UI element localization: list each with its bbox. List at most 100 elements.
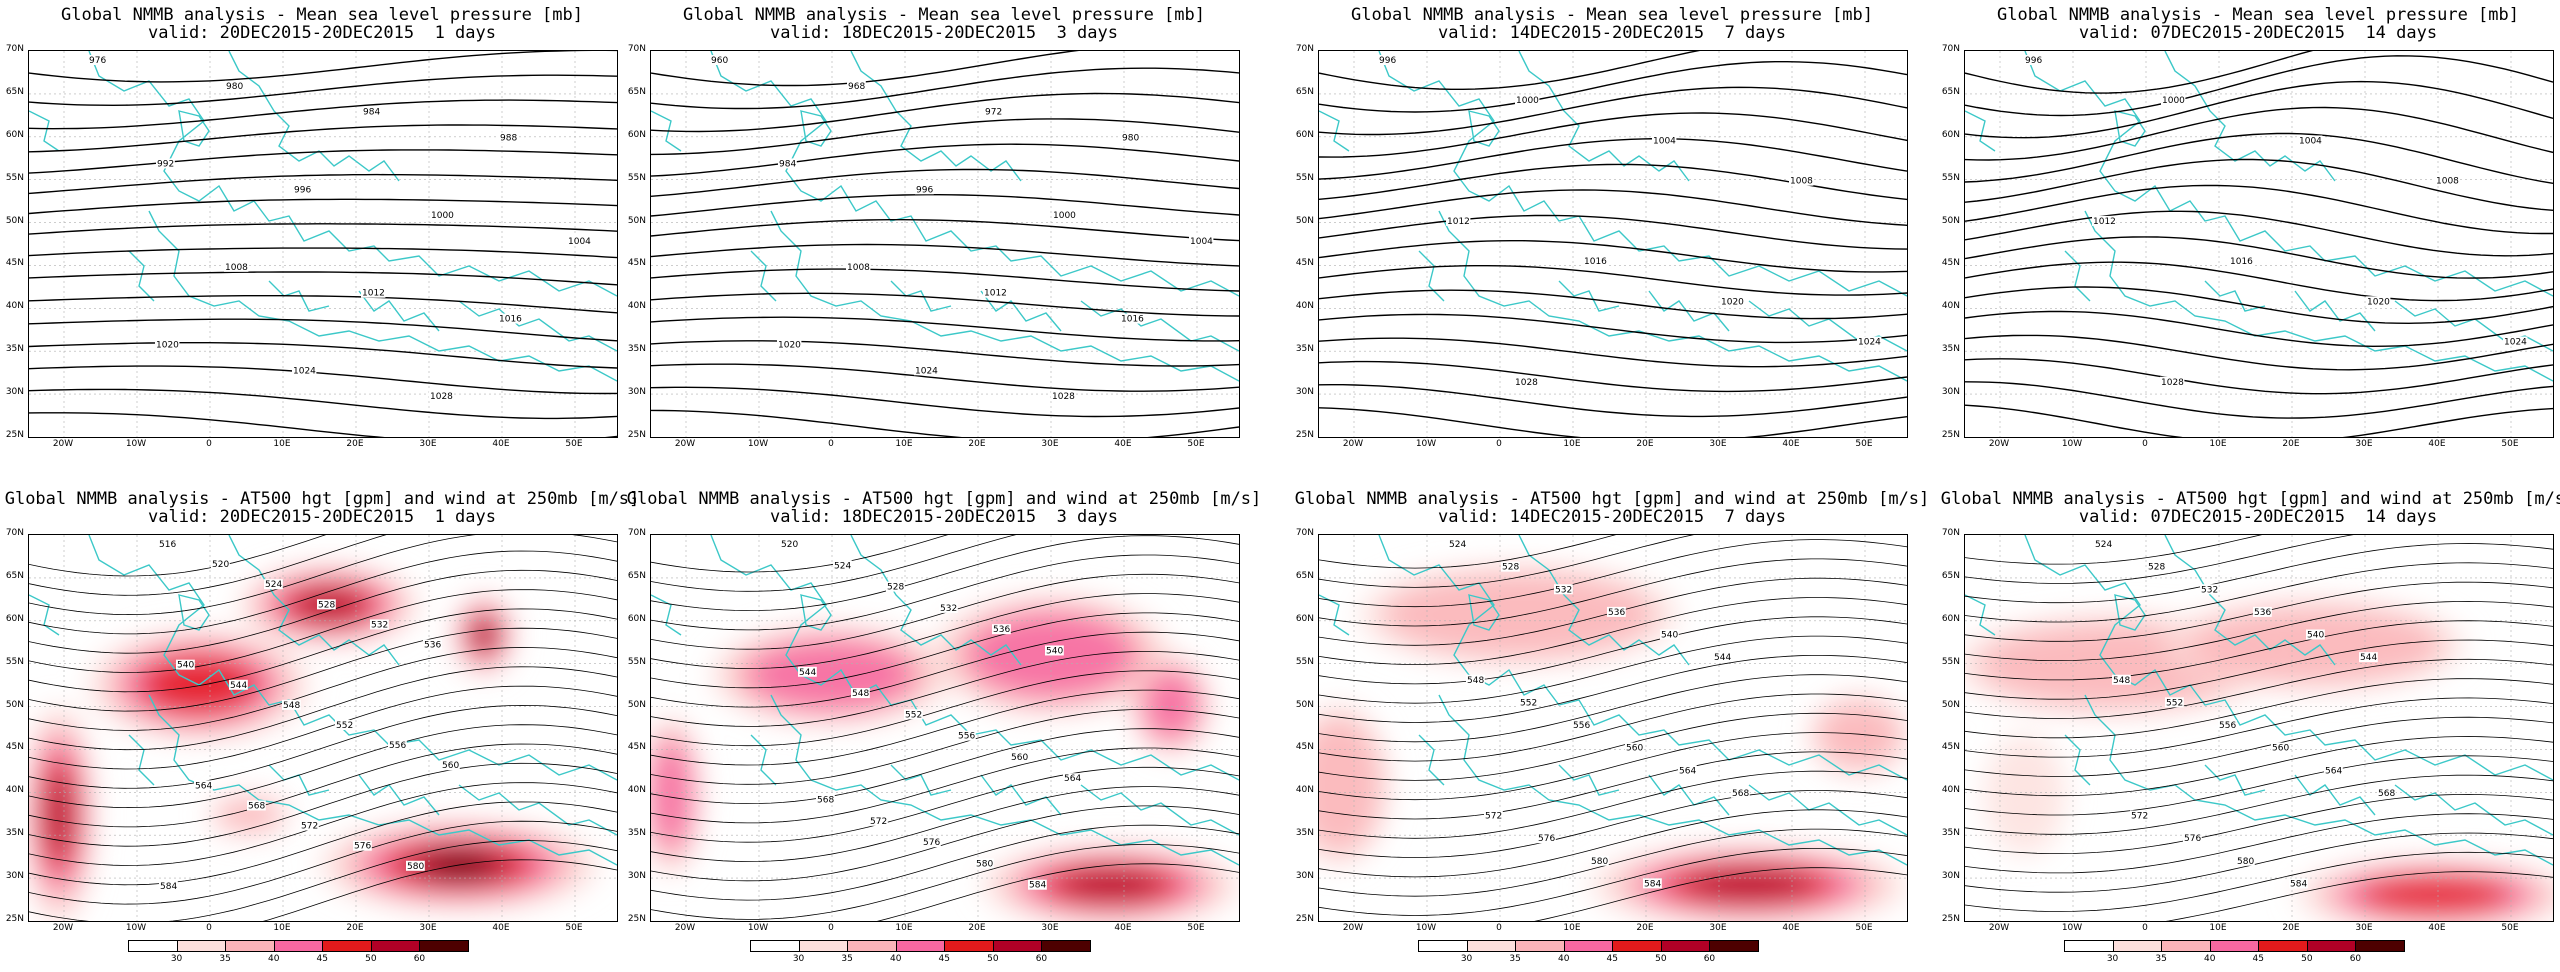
latitude-label: 30N	[1295, 871, 1314, 882]
contour-label-bg	[1466, 674, 1485, 685]
contour-label-bg	[225, 80, 244, 91]
contour-line	[1319, 597, 1907, 666]
contour-label: 560	[1011, 753, 1028, 763]
colorbar-swatch	[225, 940, 275, 952]
contour-label-bg	[1120, 313, 1145, 324]
contour-label-bg	[1607, 606, 1626, 617]
contour-line	[29, 762, 617, 847]
contour-label: 1008	[225, 263, 248, 273]
latitude-label: 40N	[1295, 301, 1314, 312]
contour-line	[29, 535, 617, 616]
longitude-label: 20E	[346, 923, 364, 933]
colorbar-tick-label: 50	[365, 954, 377, 964]
contour-line	[1965, 755, 2553, 816]
contour-line	[29, 173, 617, 195]
map-frame: 996 1000 1004 1008 1012 1016 1020 1024 1028	[1964, 50, 2554, 438]
contour-label: 544	[230, 681, 247, 691]
colorbar-tick-label: 50	[987, 954, 999, 964]
contour-label: 556	[1573, 721, 1590, 731]
contour-line	[1965, 543, 2553, 604]
latitude-label: 70N	[1941, 528, 1960, 538]
coastline	[980, 290, 1062, 332]
latitude-label: 65N	[1295, 86, 1314, 97]
latitude-label: 60N	[1941, 129, 1960, 140]
contour-label-bg	[869, 815, 888, 826]
contour-line	[651, 824, 1239, 901]
contour-line	[1965, 658, 2553, 719]
contour-label: 580	[976, 859, 993, 869]
latitude-label: 70N	[1295, 44, 1314, 54]
contour-line	[1319, 674, 1907, 743]
latitude-label: 25N	[5, 430, 24, 440]
latitude-label: 55N	[5, 172, 24, 183]
contour-line	[1319, 539, 1907, 608]
colorbar-swatch	[944, 940, 994, 952]
isobars	[1965, 51, 2553, 437]
contour-line	[651, 67, 1239, 110]
latitude-label: 45N	[5, 742, 24, 753]
contour-line	[651, 118, 1239, 156]
contour-label-bg	[710, 55, 729, 65]
colorbar-swatch	[847, 940, 897, 952]
panel-title-line2: valid: 07DEC2015-20DEC2015 14 days	[2078, 507, 2438, 527]
contour-label-bg	[1519, 697, 1538, 708]
colorbar-tick-label: 60	[413, 954, 426, 964]
contour-label: 1004	[568, 237, 591, 247]
panel-title: Global NMMB analysis - AT500 hgt [gpm] a…	[0, 490, 646, 526]
wind-shade-blob	[1685, 869, 1813, 901]
hgt-panel: Global NMMB analysis - AT500 hgt [gpm] a…	[1934, 490, 2560, 970]
longitude-label: 50E	[2501, 923, 2519, 933]
wind-shade-blob	[1059, 869, 1163, 901]
contour-line	[651, 143, 1239, 177]
contour-label: 568	[248, 801, 265, 811]
contour-label-bg	[567, 236, 592, 246]
longitude-label: 10W	[2061, 923, 2083, 933]
colorbar-swatch	[1041, 940, 1091, 952]
coastline	[128, 250, 155, 302]
colorbar-swatch	[176, 940, 227, 952]
longitude-label: 40E	[1782, 439, 1800, 449]
hgt-panel: Global NMMB analysis - AT500 hgt [gpm] a…	[0, 490, 646, 970]
wind-speed-shading	[29, 565, 599, 921]
contour-line	[1319, 790, 1907, 859]
contour-label: 1012	[2093, 217, 2116, 227]
slp-panel: Global NMMB analysis - Mean sea level pr…	[620, 6, 1268, 486]
latitude-label: 60N	[627, 613, 646, 624]
contour-label-bg	[388, 740, 407, 751]
latitude-label: 45N	[5, 258, 24, 269]
coastline	[458, 784, 617, 836]
longitude-label: 10E	[895, 923, 913, 933]
contour-line	[1965, 813, 2553, 874]
latitude-label: 50N	[5, 699, 24, 710]
latitude-label: 35N	[1295, 344, 1314, 355]
map-canvas: 520 524 528 532 536 540 544 548 552 556 560 564 568 5…	[651, 535, 1239, 921]
latitude-label: 25N	[5, 914, 24, 924]
contour-label: 548	[852, 689, 869, 699]
latitude-label: 30N	[1941, 387, 1960, 398]
contour-label-bg	[1378, 55, 1397, 65]
longitude-label: 10W	[1415, 439, 1437, 449]
colorbar-tick-label: 30	[792, 954, 805, 964]
longitude-label: 20W	[1342, 923, 1364, 933]
longitude-label: 30E	[419, 923, 437, 933]
contour-line	[1965, 716, 2553, 777]
contour-label: 576	[354, 842, 371, 852]
colorbar-tick-label: 45	[1606, 954, 1618, 964]
contour-line	[29, 342, 617, 369]
longitude-label: 0	[2142, 439, 2148, 449]
longitude-label: 10W	[747, 439, 769, 449]
contour-label: 1008	[847, 263, 870, 273]
longitude-label: 0	[1496, 439, 1502, 449]
contour-label: 1024	[293, 366, 316, 376]
latitude-label: 70N	[1941, 44, 1960, 54]
contour-label: 1004	[2299, 136, 2322, 146]
contour-line	[29, 365, 617, 395]
contour-line	[1965, 600, 2553, 661]
latitude-label: 55N	[1295, 172, 1314, 183]
wind-shade-blob	[476, 625, 492, 645]
contour-label-bg	[1789, 175, 1814, 186]
contour-line	[1319, 61, 1907, 113]
colorbar-tick-label: 45	[2252, 954, 2264, 964]
wind-shade-blob	[1319, 717, 1382, 853]
coastline	[228, 535, 400, 666]
